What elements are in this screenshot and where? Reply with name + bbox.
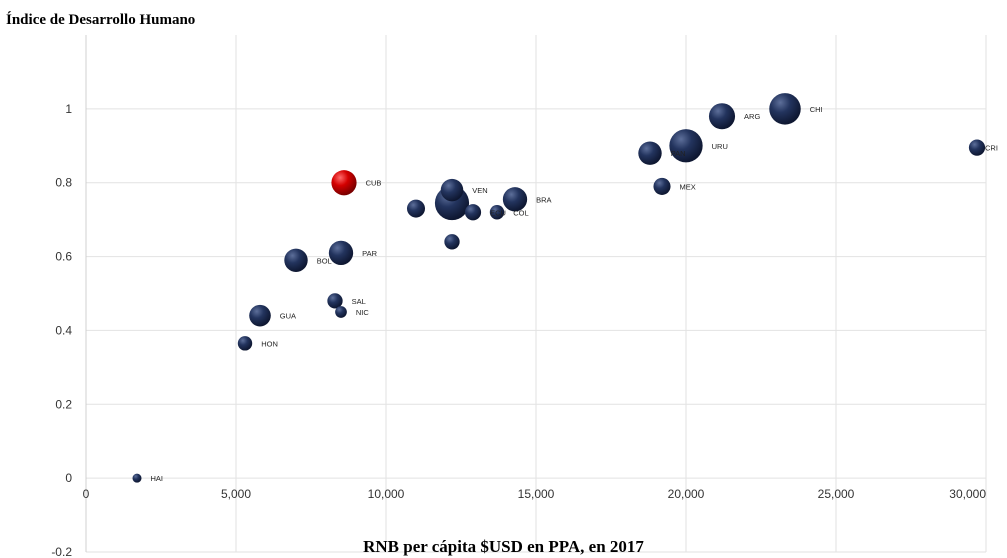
bubble-label: CUB bbox=[366, 179, 382, 188]
bubble-label: PAN bbox=[671, 149, 686, 158]
y-tick-label: 0.8 bbox=[55, 176, 72, 190]
y-tick-label: 0.6 bbox=[55, 250, 72, 264]
x-axis-label: RNB per cápita $USD en PPA, en 2017 bbox=[363, 537, 644, 556]
bubble-unlabeled bbox=[444, 234, 460, 250]
x-tick-label: 20,000 bbox=[668, 487, 705, 501]
y-tick-label: 0.2 bbox=[55, 397, 72, 411]
y-axis-label: Índice de Desarrollo Humano bbox=[6, 12, 196, 28]
bubble-bra bbox=[502, 187, 528, 212]
y-tick-label: 1 bbox=[65, 102, 72, 116]
x-tick-label: 10,000 bbox=[368, 487, 405, 501]
bubble-arg bbox=[708, 103, 736, 130]
bubble-sal bbox=[327, 293, 343, 309]
bubble-cri bbox=[968, 139, 986, 156]
x-tick-label: 25,000 bbox=[818, 487, 855, 501]
bubble-ven bbox=[440, 178, 464, 202]
x-tick-label: 0 bbox=[83, 487, 90, 501]
bubble-label: MEX bbox=[680, 182, 696, 191]
bubble-pan bbox=[638, 141, 662, 165]
bubble-label: HON bbox=[261, 339, 278, 348]
x-tick-label: 30,000 bbox=[949, 487, 986, 501]
bubble-label: BRA bbox=[536, 195, 551, 204]
x-tick-label: 5,000 bbox=[221, 487, 251, 501]
bubble-label: BOL bbox=[317, 256, 332, 265]
bubble-bol bbox=[284, 248, 308, 272]
data-points: HAI HON GUA BOL SAL NIC PAR CUB VEN ECU COL BRA PAN M… bbox=[132, 93, 998, 483]
bubble-chi bbox=[769, 93, 801, 125]
bubble-label: CHI bbox=[810, 105, 823, 114]
y-tick-label: -0.2 bbox=[51, 545, 72, 558]
bubble-label: CRI bbox=[985, 144, 998, 153]
y-tick-label: 0.4 bbox=[55, 323, 72, 337]
bubble-label: ECU bbox=[490, 208, 506, 217]
bubble-mex bbox=[653, 177, 671, 195]
bubble-label: SAL bbox=[352, 297, 366, 306]
bubble-nic bbox=[335, 306, 347, 318]
grid-lines bbox=[85, 35, 987, 553]
bubble-ecu bbox=[464, 204, 482, 221]
bubble-col bbox=[489, 205, 505, 220]
bubble-uru bbox=[669, 129, 703, 163]
bubble-label: URU bbox=[712, 142, 728, 151]
bubble-label: COL bbox=[513, 208, 528, 217]
x-tick-label: 15,000 bbox=[518, 487, 555, 501]
axis-ticks: 0 5,000 10,000 15,000 20,000 25,000 30,000 -0.2… bbox=[51, 102, 986, 558]
bubble-unlabeled bbox=[407, 199, 425, 218]
bubble-par bbox=[328, 240, 354, 266]
bubble-label: NIC bbox=[356, 308, 370, 317]
y-tick-label: 0 bbox=[65, 471, 72, 485]
bubble-hon bbox=[237, 336, 253, 351]
bubble-label: HAI bbox=[151, 474, 164, 483]
bubble-label: VEN bbox=[472, 186, 487, 195]
bubble-label: GUA bbox=[280, 312, 296, 321]
bubble-hai bbox=[132, 473, 142, 483]
bubble-label: ARG bbox=[744, 112, 760, 121]
bubble-label: PAR bbox=[362, 249, 377, 258]
bubble-cub bbox=[331, 170, 357, 196]
bubble-gua bbox=[249, 304, 271, 327]
